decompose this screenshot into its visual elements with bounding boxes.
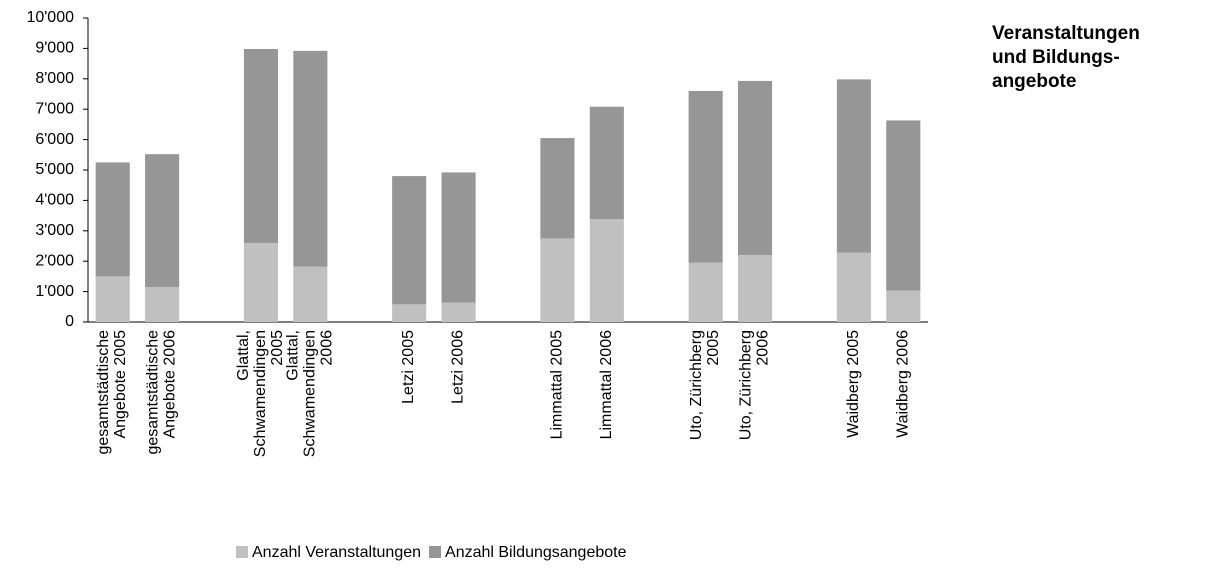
- x-tick-label: Limmattal 2006: [598, 330, 615, 439]
- bar-segment: [589, 106, 624, 220]
- y-tick-label: 9'000: [35, 40, 74, 57]
- bar-segment: [540, 238, 575, 322]
- x-tick-label: gesamtstädtischeAngebote 2005: [95, 330, 129, 455]
- bar-segment: [589, 219, 624, 322]
- bar-segment: [836, 79, 871, 253]
- legend-label: Anzahl Bildungsangebote: [445, 544, 627, 561]
- x-tick-label: Waidberg 2006: [895, 330, 912, 438]
- bar-segment: [145, 287, 180, 322]
- bar-segment: [145, 154, 180, 288]
- bar-segment: [243, 242, 278, 322]
- x-tick-label: gesamtstädtischeAngebote 2006: [145, 330, 179, 455]
- y-tick-label: 5'000: [35, 161, 74, 178]
- bar-segment: [243, 49, 278, 243]
- bar-segment: [293, 50, 328, 267]
- y-tick-label: 1'000: [35, 283, 74, 300]
- bar-segment: [95, 276, 130, 322]
- bar-segment: [688, 90, 723, 263]
- x-tick-label: Uto, Zürichberg2005: [688, 330, 722, 440]
- x-tick-label: Glattal,Schwamendingen2006: [285, 330, 336, 457]
- bar-segment: [441, 302, 476, 322]
- chart-title: angebote: [992, 71, 1076, 92]
- bar-segment: [540, 138, 575, 239]
- bar-segment: [392, 176, 427, 305]
- legend-swatch: [429, 546, 442, 558]
- chart-title: Veranstaltungen: [992, 23, 1140, 44]
- x-tick-label: Limmattal 2005: [549, 330, 566, 439]
- y-tick-label: 2'000: [35, 252, 74, 269]
- legend-swatch: [236, 546, 248, 558]
- y-tick-label: 10'000: [26, 9, 74, 26]
- y-tick-label: 7'000: [35, 100, 74, 117]
- bar-segment: [293, 266, 328, 322]
- x-tick-label: Letzi 2006: [450, 330, 467, 404]
- legend-label: Anzahl Veranstaltungen: [252, 544, 421, 561]
- x-tick-label: Uto, Zürichberg2006: [738, 330, 772, 440]
- chart-title: und Bildungs-: [992, 47, 1120, 68]
- bar-segment: [738, 255, 773, 322]
- y-tick-label: 8'000: [35, 70, 74, 87]
- bar-segment: [738, 80, 773, 256]
- bar-segment: [688, 262, 723, 322]
- y-tick-label: 6'000: [35, 131, 74, 148]
- bar-segment: [95, 162, 130, 277]
- y-tick-label: 4'000: [35, 192, 74, 209]
- bar-segment: [836, 252, 871, 322]
- bar-segment: [886, 290, 921, 322]
- y-tick-label: 0: [65, 313, 74, 330]
- bar-segment: [886, 120, 921, 291]
- x-tick-label: Glattal,Schwamendingen2005: [235, 330, 286, 457]
- x-tick-label: Waidberg 2005: [845, 330, 862, 438]
- x-tick-label: Letzi 2005: [400, 330, 417, 404]
- bar-segment: [441, 172, 476, 303]
- y-tick-label: 3'000: [35, 222, 74, 239]
- bar-segment: [392, 304, 427, 322]
